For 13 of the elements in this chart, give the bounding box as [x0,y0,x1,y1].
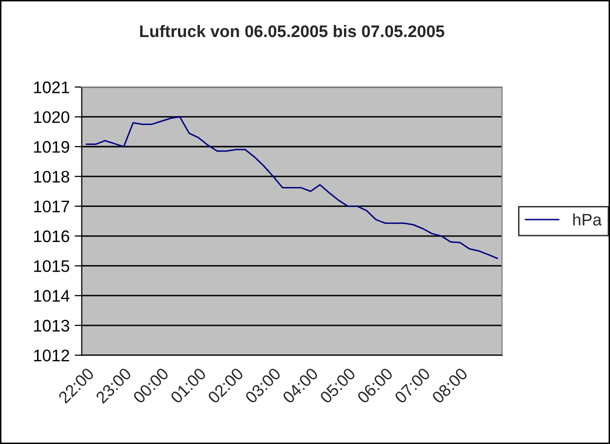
chart-title: Luftruck von 06.05.2005 bis 07.05.2005 [140,24,444,38]
y-tick-label: 1015 [34,260,70,272]
y-tick-label: 1017 [34,200,70,212]
y-tick-label: 1021 [34,81,70,94]
y-tick-label: 1019 [34,141,70,153]
y-tick-label: 1018 [34,170,70,183]
line-series [86,116,498,260]
y-tick-label: 1012 [34,350,70,362]
y-tick-label: 1013 [34,320,70,332]
legend-label: hPa [573,213,602,226]
y-tick-label: 1014 [34,290,70,302]
y-tick-label: 1020 [34,111,70,124]
y-tick-label: 1016 [34,230,70,242]
